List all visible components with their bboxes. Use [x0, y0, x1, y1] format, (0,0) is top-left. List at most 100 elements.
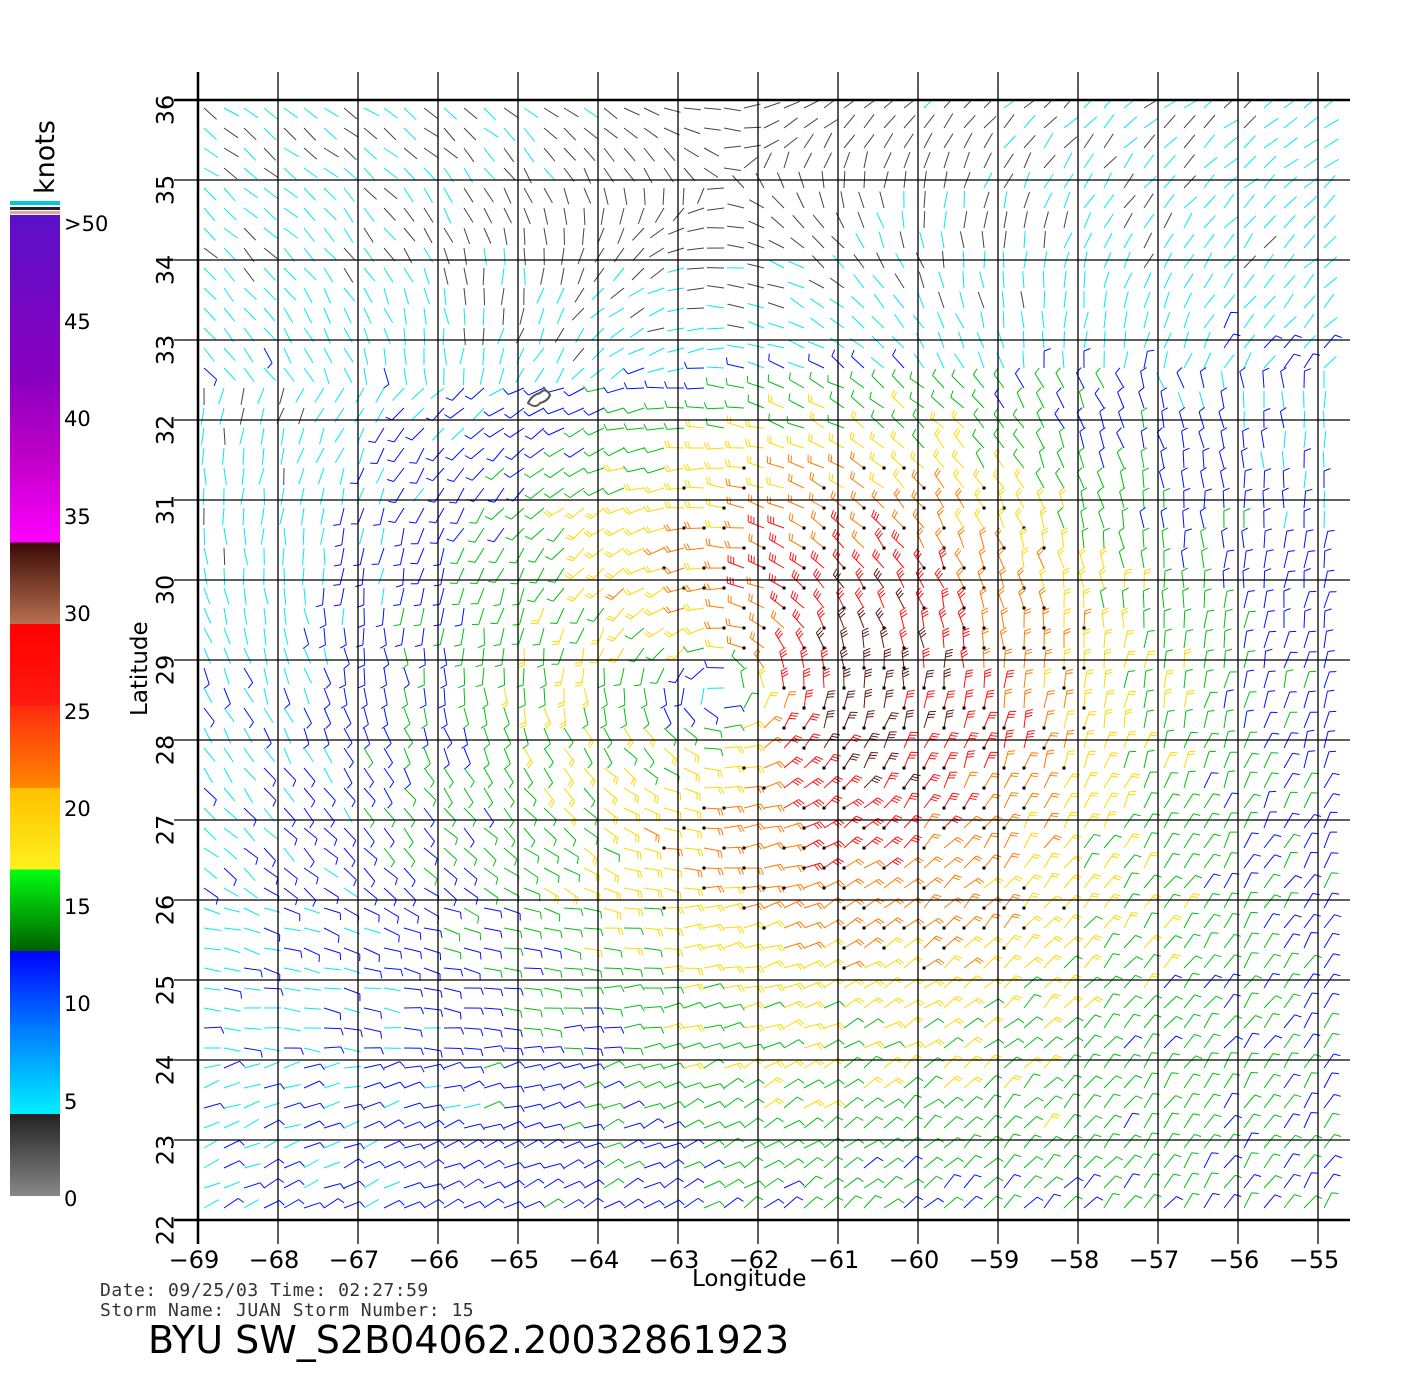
wind-barb	[449, 507, 465, 524]
wind-barb	[1083, 1196, 1104, 1209]
wind-barb	[1183, 750, 1196, 769]
wind-barb	[403, 927, 422, 940]
wind-barb	[790, 297, 805, 309]
wind-barb	[803, 960, 825, 969]
wind-barb	[426, 447, 445, 462]
wind-barb	[363, 267, 376, 282]
wind-barb	[298, 407, 305, 425]
wind-barb	[843, 858, 865, 869]
wind-barb	[645, 647, 665, 661]
wind-barb	[1323, 174, 1336, 189]
wind-barb	[1323, 1112, 1340, 1129]
wind-barb	[503, 787, 515, 808]
wind-barb	[963, 1174, 982, 1189]
wind-barb	[1303, 196, 1317, 209]
wind-barb	[263, 487, 265, 506]
wind-barb	[843, 960, 865, 969]
wind-barb	[383, 127, 397, 141]
wind-barb	[703, 983, 725, 990]
y-axis-label: Latitude	[127, 621, 153, 716]
wind-barb	[1163, 669, 1174, 689]
wind-barb	[363, 307, 372, 324]
wind-barb	[1203, 215, 1216, 229]
wind-barb	[1183, 196, 1198, 209]
wind-barb	[553, 667, 565, 687]
wind-barb	[403, 807, 416, 828]
colorbar-tick-label: 15	[64, 894, 91, 919]
wind-barb	[726, 635, 745, 649]
wind-barb	[957, 607, 966, 629]
wind-barb	[373, 507, 385, 526]
wind-barb	[1322, 450, 1325, 469]
wind-barb	[943, 100, 952, 109]
wind-barb	[1063, 648, 1072, 669]
wind-barb	[1163, 1154, 1182, 1169]
wind-barb	[1203, 710, 1215, 729]
wind-barb	[663, 422, 685, 430]
wind-barb	[1243, 691, 1257, 709]
wind-barb	[763, 1077, 784, 1089]
wind-barb	[223, 1104, 241, 1109]
wind-barb	[643, 1006, 665, 1014]
wind-barb	[763, 1098, 785, 1109]
wind-barb	[241, 467, 245, 485]
wind-barb	[283, 947, 303, 959]
wind-barb	[1323, 772, 1340, 789]
wind-barb	[223, 927, 241, 931]
wind-barb	[768, 552, 785, 569]
wind-barb	[727, 203, 745, 209]
wind-barb	[583, 427, 605, 436]
wind-barb	[983, 1094, 1002, 1109]
rain-flag	[822, 806, 826, 810]
wind-barb	[1063, 1093, 1081, 1109]
wind-barb	[1183, 770, 1196, 789]
wind-barb	[1223, 233, 1235, 249]
wind-barb	[683, 1042, 705, 1049]
wind-barb	[1183, 1172, 1200, 1189]
wind-barb	[643, 727, 656, 748]
wind-barb	[983, 1038, 1005, 1049]
wind-barb	[1223, 973, 1241, 989]
wind-barb	[1243, 1192, 1259, 1209]
wind-barb	[343, 887, 359, 898]
wind-barb	[283, 667, 290, 685]
wind-barb	[563, 487, 585, 499]
wind-barb	[803, 689, 814, 709]
wind-barb	[803, 133, 814, 149]
wind-barb	[223, 207, 237, 221]
wind-barb	[1283, 752, 1300, 769]
wind-barb	[1183, 134, 1196, 149]
wind-barb	[410, 527, 425, 545]
wind-barb	[597, 227, 605, 244]
wind-barb	[543, 467, 565, 479]
wind-barb	[643, 747, 655, 768]
wind-barb	[1283, 1033, 1301, 1049]
wind-barb	[523, 747, 533, 769]
wind-barb	[1303, 729, 1315, 749]
x-axis-label: Longitude	[692, 1266, 807, 1292]
wind-barb	[787, 361, 805, 369]
wind-barb	[243, 187, 259, 199]
wind-barb	[883, 795, 903, 809]
wind-barb	[1123, 1134, 1142, 1149]
wind-barb	[203, 1121, 220, 1129]
wind-barb	[727, 303, 745, 309]
wind-barb	[623, 465, 645, 473]
wind-barb	[747, 514, 765, 529]
wind-barb	[223, 267, 235, 282]
wind-barb	[603, 1060, 625, 1069]
wind-barb	[683, 867, 703, 878]
rain-flag	[962, 806, 966, 810]
wind-barb	[923, 794, 942, 809]
wind-barb	[1323, 591, 1337, 609]
wind-barb	[1103, 213, 1114, 229]
wind-barb	[1163, 729, 1175, 749]
wind-barb	[1056, 387, 1065, 409]
wind-barb	[203, 527, 206, 546]
wind-barb	[1203, 134, 1215, 149]
wind-barb	[910, 450, 925, 469]
rain-flag	[882, 946, 886, 950]
wind-barb	[242, 447, 245, 466]
wind-barb	[883, 1157, 904, 1169]
wind-barb	[590, 307, 605, 319]
